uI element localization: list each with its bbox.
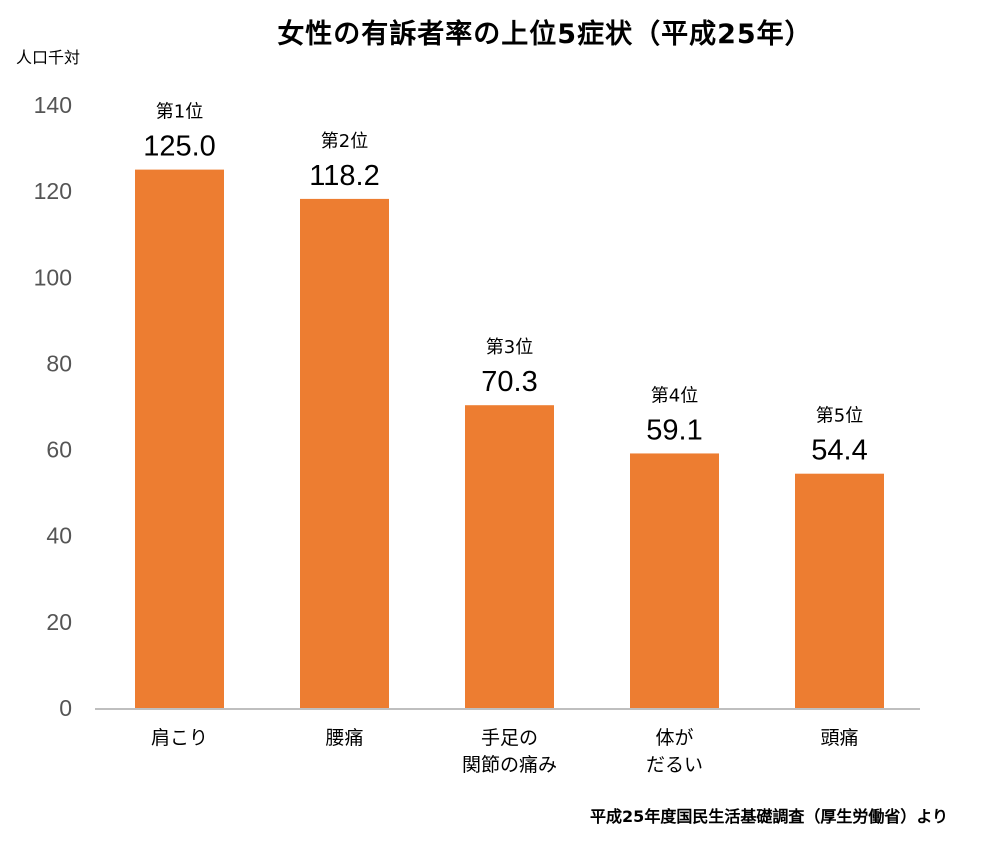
bars (135, 169, 884, 708)
value-label: 54.4 (811, 435, 867, 467)
category-label: 頭痛 (820, 727, 858, 749)
y-tick-label: 120 (34, 178, 72, 204)
rank-label: 第2位 (321, 131, 368, 152)
y-tick-label: 100 (34, 264, 72, 290)
bar (300, 198, 389, 708)
y-tick-label: 60 (46, 437, 72, 463)
rank-label: 第4位 (651, 385, 698, 406)
category-label: 関節の痛み (462, 754, 557, 776)
bar (630, 453, 719, 708)
y-tick-label: 140 (34, 92, 72, 118)
value-label: 125.0 (143, 131, 216, 163)
y-axis-label: 人口千対 (16, 48, 80, 67)
category-label: 肩こり (151, 727, 208, 749)
y-tick-label: 40 (46, 523, 72, 549)
category-label: 体が (655, 727, 693, 749)
bar (465, 405, 554, 708)
bar (795, 473, 884, 708)
value-label: 70.3 (481, 366, 537, 398)
rank-label: 第5位 (816, 406, 863, 427)
y-axis-ticks: 0 20 40 60 80 100 120 140 (34, 92, 72, 721)
category-label: 腰痛 (325, 727, 363, 749)
category-label: 手足の (481, 727, 538, 749)
bar (135, 169, 224, 708)
value-label: 118.2 (309, 160, 379, 192)
y-tick-label: 20 (46, 609, 72, 635)
chart-title: 女性の有訴者率の上位5症状（平成25年） (277, 18, 812, 50)
y-tick-label: 0 (59, 695, 72, 721)
y-tick-label: 80 (46, 350, 72, 376)
bar-labels: 第1位 125.0 第2位 118.2 第3位 70.3 第4位 59.1 第5位 54.4 (143, 102, 868, 467)
source-note: 平成25年度国民生活基礎調査（厚生労働省）より (590, 807, 948, 826)
value-label: 59.1 (646, 414, 702, 446)
category-label: だるい (646, 754, 703, 776)
rank-label: 第1位 (156, 102, 203, 123)
rank-label: 第3位 (486, 337, 533, 358)
